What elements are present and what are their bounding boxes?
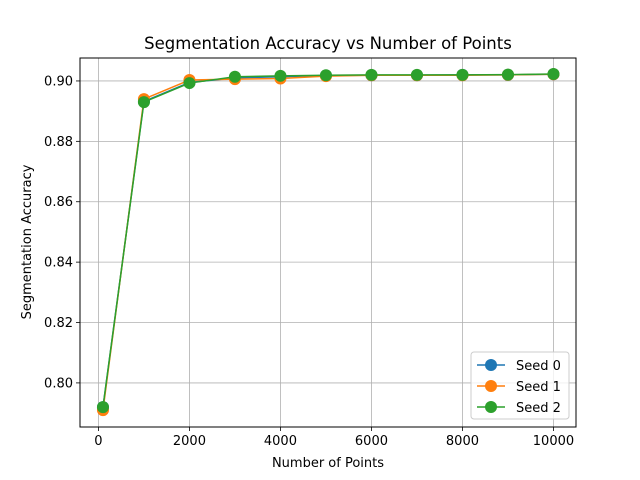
x-axis-label: Number of Points <box>272 456 384 471</box>
legend-label: Seed 1 <box>516 380 561 395</box>
legend-label: Seed 0 <box>516 359 561 374</box>
y-tick-label: 0.80 <box>44 376 73 391</box>
legend-circle-marker-icon <box>485 380 497 392</box>
legend-circle-marker-icon <box>485 359 497 371</box>
legend-label: Seed 2 <box>516 401 561 416</box>
y-tick-label: 0.90 <box>44 74 73 89</box>
legend-item-seed-1: Seed 1 <box>477 380 561 395</box>
y-axis-ticks: 0.80 0.82 0.84 0.86 0.88 0.90 <box>44 74 80 391</box>
data-point <box>228 70 241 83</box>
y-tick-label: 0.86 <box>44 195 73 210</box>
plot-frame <box>79 57 577 428</box>
data-point <box>456 68 469 81</box>
x-axis-ticks: 0 2000 4000 6000 8000 10000 <box>94 427 574 449</box>
legend-circle-marker-icon <box>485 401 497 413</box>
legend-item-seed-2: Seed 2 <box>477 401 561 416</box>
data-point <box>96 401 109 414</box>
x-tick-label: 0 <box>94 434 102 449</box>
x-tick-label: 6000 <box>355 434 388 449</box>
grid-lines <box>80 58 576 427</box>
data-point <box>137 96 150 109</box>
data-point <box>410 68 423 81</box>
y-tick-label: 0.88 <box>44 135 73 150</box>
series-layer <box>96 68 560 417</box>
legend: Seed 0 Seed 1 Seed 2 <box>470 351 570 420</box>
legend-item-seed-0: Seed 0 <box>477 359 561 374</box>
x-tick-label: 4000 <box>264 434 297 449</box>
x-tick-label: 10000 <box>533 434 574 449</box>
y-tick-label: 0.84 <box>44 256 73 271</box>
data-point <box>365 68 378 81</box>
x-tick-label: 8000 <box>446 434 479 449</box>
chart-title: Segmentation Accuracy vs Number of Point… <box>144 34 512 53</box>
x-tick-label: 2000 <box>173 434 206 449</box>
data-point <box>547 68 560 81</box>
data-point <box>183 77 196 90</box>
data-point <box>501 68 514 81</box>
y-tick-label: 0.82 <box>44 316 73 331</box>
y-axis-label: Segmentation Accuracy <box>20 164 35 319</box>
data-point <box>319 69 332 82</box>
data-point <box>274 69 287 82</box>
series-seed-2 <box>96 68 560 414</box>
